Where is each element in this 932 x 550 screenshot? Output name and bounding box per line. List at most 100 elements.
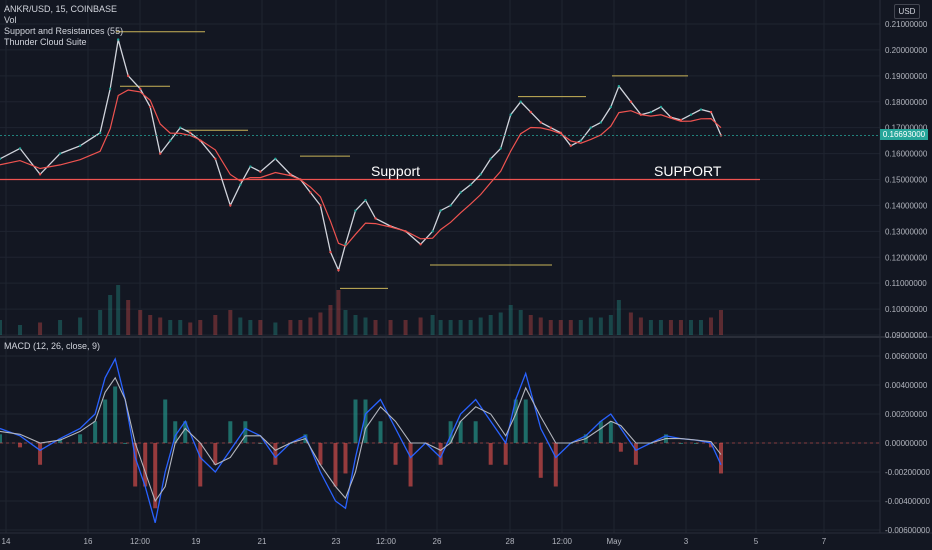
volume-bar [698,320,703,335]
price-point [589,126,593,129]
macd-histogram-bar [693,443,698,444]
volume-bar [488,315,493,335]
symbol-title[interactable]: ANKR/USD, 15, COINBASE [4,4,118,14]
macd-histogram-bar [458,421,463,443]
macd-histogram-bar [488,443,493,465]
price-point [699,108,703,111]
price-point [0,157,2,160]
volume-bar [373,320,378,335]
price-point [249,165,252,168]
price-point [629,100,633,103]
volume-bar [188,322,193,335]
price-point [354,209,357,212]
price-point [309,191,312,194]
indicator-support-resistance[interactable]: Support and Resistances (55) [4,26,124,36]
price-axis-tick: 0.09000000 [885,331,928,340]
volume-bar [608,315,613,335]
price-point [18,147,22,150]
volume-bar [708,317,713,335]
macd-histogram-bar [123,443,128,444]
price-axis-tick: 0.17000000 [885,124,928,133]
volume-bar [98,310,103,335]
macd-histogram-bar [343,443,348,474]
macd-axis-tick: 0.00200000 [885,410,928,419]
macd-axis-tick: 0.00600000 [885,352,928,361]
macd-histogram-bar [378,421,383,443]
price-point [58,152,62,155]
macd-histogram-bar [213,443,218,465]
price-axis-tick: 0.18000000 [885,98,928,107]
price-point [344,243,347,246]
price-point [98,131,102,135]
price-line [0,39,722,273]
price-point [138,87,142,90]
macd-histogram-bar [318,443,323,465]
price-point [199,139,202,142]
volume-bar [168,320,173,335]
price-point [389,224,392,228]
price-point [679,118,683,122]
volume-bar [468,320,473,335]
signal-line [0,376,722,503]
price-point [289,173,292,176]
volume-bar [318,312,323,335]
currency-button[interactable]: USD [894,4,920,19]
support-annotation-left[interactable]: Support [371,163,421,179]
price-point [449,204,452,207]
volume-bar [628,312,633,335]
price-point [459,191,462,194]
level-lines [116,31,688,289]
macd-histogram-bar [513,399,518,443]
price-point [659,105,663,109]
indicator-thunder-cloud[interactable]: Thunder Cloud Suite [4,37,87,47]
macd-histogram-bar [633,443,638,465]
price-point [479,173,482,176]
volume-bar [668,320,673,335]
time-axis-tick: 3 [684,537,689,546]
macd-histogram-bar [448,421,453,443]
price-point [179,126,182,129]
price-axis-tick: 0.15000000 [885,176,928,185]
indicator-volume[interactable]: Vol [4,15,17,25]
volume-bar [418,317,423,335]
price-point [519,100,522,103]
price-axis-tick: 0.12000000 [885,253,928,262]
volume-bar [273,322,278,335]
price-point [419,243,422,246]
macd-histogram-bar [393,443,398,465]
price-point [239,183,242,186]
macd-histogram-bar [198,443,203,487]
price-point [609,105,613,109]
volume-bar [138,310,143,335]
volume-bar [548,320,553,335]
volume-bar [198,320,203,335]
macd-histogram-bar [228,421,233,443]
price-point [639,113,643,116]
volume-bar [616,300,621,335]
volume-bar [538,317,543,335]
price-point [617,85,621,88]
volume-bar [78,317,83,335]
macd-histogram [0,386,723,509]
macd-histogram-bar [93,421,98,443]
volume-bar [108,295,113,335]
price-point [439,209,442,212]
price-point [431,230,434,233]
price-axis-tick: 0.20000000 [885,46,928,55]
macd-histogram-bar [438,443,443,465]
volume-bar [238,317,243,335]
moving-average-line [0,89,722,247]
volume-bar [558,320,563,335]
support-annotation-right[interactable]: SUPPORT [654,163,722,179]
price-point [78,144,82,148]
price-point [649,110,653,114]
macd-title[interactable]: MACD (12, 26, close, 9) [4,341,101,351]
macd-histogram-bar [58,438,63,443]
price-axis-tick: 0.21000000 [885,20,928,29]
price-point [529,110,532,114]
macd-histogram-bar [173,421,178,443]
volume-bar [18,325,23,335]
macd-axis-tick: 0.00000000 [885,439,928,448]
time-axis-tick: 26 [433,537,442,546]
